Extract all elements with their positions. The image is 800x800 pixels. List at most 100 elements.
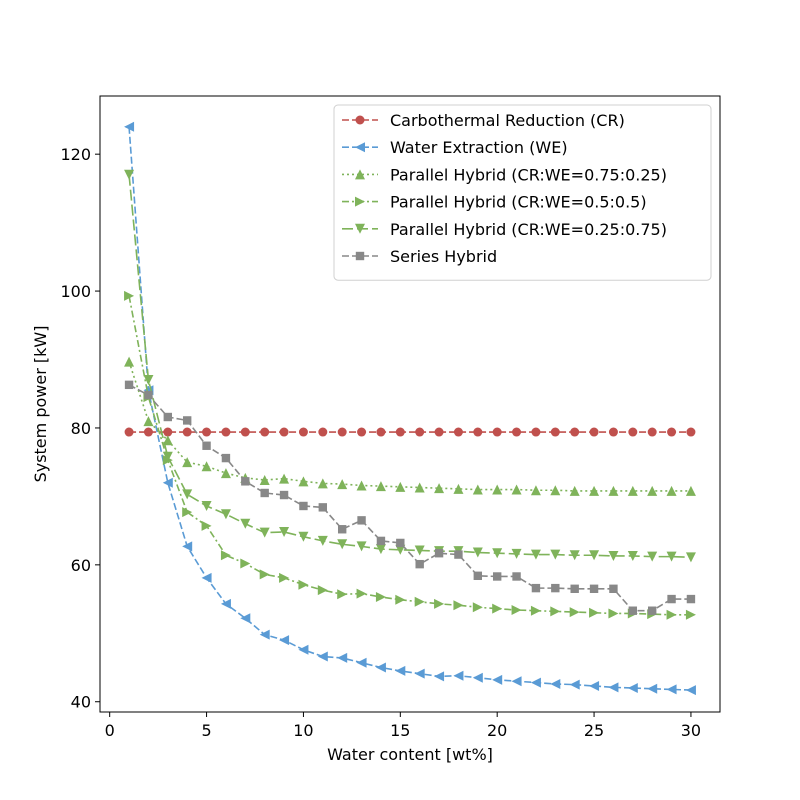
data-point: [357, 516, 366, 525]
data-point: [298, 476, 309, 487]
data-point: [202, 427, 212, 437]
data-point: [569, 485, 580, 496]
data-point: [667, 427, 677, 437]
data-point: [472, 484, 483, 495]
data-point: [609, 584, 618, 593]
data-point: [589, 607, 600, 618]
legend-label: Water Extraction (WE): [390, 138, 568, 157]
data-point: [415, 427, 425, 437]
legend-item: Parallel Hybrid (CR:WE=0.25:0.75): [342, 220, 667, 239]
data-point: [627, 550, 638, 561]
y-axis-label: System power [kW]: [31, 326, 50, 483]
data-point: [570, 427, 580, 437]
data-point: [685, 485, 696, 496]
legend-marker: [355, 115, 365, 125]
data-point: [608, 550, 619, 561]
data-point: [375, 481, 386, 492]
data-point: [375, 592, 386, 603]
plot-frame: [99, 95, 721, 713]
y-tick-label: 80: [71, 419, 91, 438]
data-point: [434, 598, 445, 609]
series-4: [124, 290, 696, 620]
data-point: [260, 427, 270, 437]
data-point: [144, 390, 153, 400]
data-point: [628, 606, 638, 615]
data-point: [492, 427, 502, 437]
data-point: [182, 507, 193, 518]
data-point: [356, 657, 367, 668]
series-1: [124, 427, 696, 437]
x-tick-label: 20: [487, 721, 507, 740]
y-tick-label: 60: [71, 556, 91, 575]
data-point: [647, 427, 657, 437]
data-point: [163, 427, 173, 437]
data-point: [511, 605, 522, 616]
x-axis: 0 5 10 15 20 25 30: [105, 712, 701, 740]
data-point: [550, 678, 561, 689]
y-tick-label: 40: [71, 693, 91, 712]
data-point: [124, 356, 135, 367]
data-point: [492, 674, 503, 685]
data-point: [550, 485, 561, 496]
data-point: [318, 503, 328, 512]
data-point: [356, 480, 367, 491]
data-point: [453, 600, 464, 611]
data-point: [530, 485, 541, 496]
data-point: [492, 603, 503, 614]
legend-box: [333, 104, 712, 281]
data-point: [182, 541, 193, 552]
data-point: [551, 583, 560, 593]
x-tick-label: 10: [293, 721, 313, 740]
data-point: [201, 461, 212, 472]
legend-label: Parallel Hybrid (CR:WE=0.5:0.5): [390, 193, 647, 212]
data-point: [685, 609, 696, 620]
data-point: [666, 551, 677, 562]
data-point: [317, 585, 328, 596]
legend-item: Parallel Hybrid (CR:WE=0.75:0.25): [342, 165, 667, 184]
data-point: [686, 427, 696, 437]
data-point: [143, 427, 153, 437]
data-point: [628, 427, 638, 437]
data-point: [647, 683, 658, 694]
data-point: [317, 535, 328, 546]
data-point: [453, 670, 464, 681]
data-point: [570, 584, 579, 593]
legend: Carbothermal Reduction (CR) Water Extract…: [333, 104, 712, 281]
data-point: [395, 544, 406, 555]
data-point: [550, 549, 561, 560]
data-point: [685, 685, 696, 696]
data-point: [182, 416, 192, 425]
data-point: [666, 485, 677, 496]
data-point: [162, 477, 173, 488]
data-point: [259, 629, 270, 640]
legend-marker: [355, 251, 365, 261]
data-point: [279, 572, 290, 583]
data-point: [298, 644, 309, 655]
data-point: [569, 679, 580, 690]
data-point: [279, 473, 290, 484]
data-point: [220, 509, 231, 520]
legend-marker: [355, 169, 365, 180]
data-point: [608, 485, 619, 496]
data-point: [434, 427, 444, 437]
legend-label: Series Hybrid: [390, 247, 497, 266]
data-point: [512, 572, 521, 581]
data-point: [569, 550, 580, 561]
data-point: [375, 544, 386, 555]
series-3: [124, 356, 696, 496]
data-point: [453, 427, 463, 437]
data-point: [259, 474, 270, 485]
data-point: [589, 584, 599, 593]
data-point: [395, 481, 406, 492]
data-point: [298, 427, 308, 437]
data-point: [627, 485, 638, 496]
data-point: [202, 441, 211, 450]
data-point: [220, 550, 231, 561]
data-point: [201, 572, 212, 583]
data-point: [472, 602, 483, 613]
data-point: [356, 588, 367, 599]
data-point: [453, 483, 464, 494]
data-point: [357, 427, 367, 437]
x-tick-label: 30: [681, 721, 701, 740]
data-point: [240, 613, 251, 624]
